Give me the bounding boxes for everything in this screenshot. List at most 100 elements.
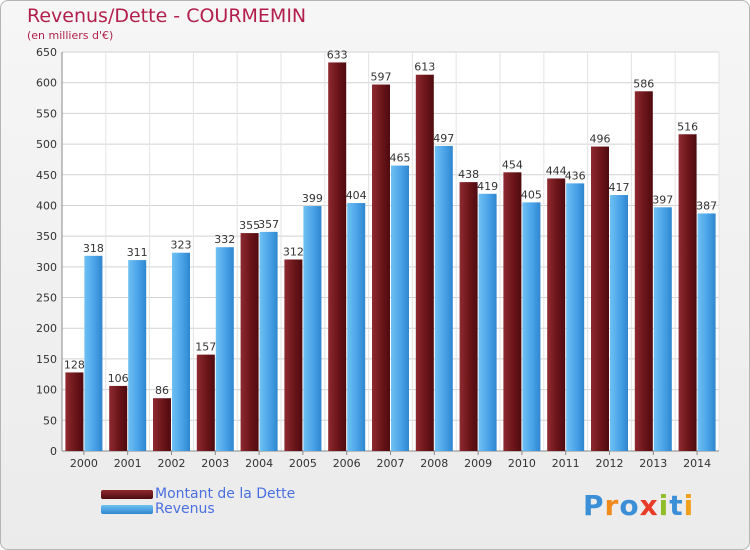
x-tick-label: 2010 <box>508 457 536 470</box>
legend-label-revenus: Revenus <box>155 501 215 517</box>
bar-revenus <box>566 183 585 451</box>
bar-revenus <box>653 207 672 451</box>
bar-revenus <box>303 206 322 451</box>
logo-letter: i <box>683 489 695 522</box>
bar-debt <box>415 74 434 451</box>
bar-revenus <box>172 252 190 451</box>
y-tick-label: 450 <box>36 169 57 182</box>
grid-layer <box>61 51 720 455</box>
data-label-revenus: 323 <box>171 239 192 252</box>
logo-letter: i <box>658 489 670 522</box>
data-label-debt: 106 <box>108 372 129 385</box>
bar-revenus <box>522 202 541 451</box>
bar-debt <box>503 172 522 451</box>
y-tick-label: 0 <box>50 445 57 458</box>
x-tick-label: 2007 <box>377 457 405 470</box>
legend-swatch-revenus <box>101 505 153 514</box>
x-tick-label: 2005 <box>289 457 317 470</box>
data-label-debt: 86 <box>155 384 169 397</box>
x-tick-label: 2006 <box>333 457 361 470</box>
bar-debt <box>678 134 697 452</box>
bar-revenus <box>84 255 103 451</box>
data-label-revenus: 405 <box>521 188 542 201</box>
data-label-debt: 157 <box>195 341 216 354</box>
bar-revenus <box>697 213 716 451</box>
data-label-debt: 597 <box>371 71 392 84</box>
data-label-revenus: 497 <box>433 132 454 145</box>
bar-revenus <box>434 145 453 451</box>
y-tick-label: 250 <box>36 292 57 305</box>
data-label-revenus: 419 <box>477 180 498 193</box>
data-label-debt: 454 <box>502 158 523 171</box>
bar-revenus <box>128 260 147 451</box>
bar-debt <box>240 233 259 451</box>
data-label-revenus: 318 <box>83 242 104 255</box>
bar-debt <box>328 62 347 451</box>
logo-letter: x <box>639 489 659 522</box>
data-label-debt: 633 <box>327 48 348 61</box>
legend-label-debt: Montant de la Dette <box>155 486 296 502</box>
logo-letter: o <box>619 489 640 522</box>
bar-debt <box>109 385 128 451</box>
data-label-debt: 444 <box>546 164 567 177</box>
bar-revenus <box>215 247 234 451</box>
proxiti-logo: Proxiti <box>583 489 694 522</box>
bar-debt <box>547 178 566 451</box>
x-tick-label: 2009 <box>464 457 492 470</box>
bar-revenus <box>610 195 628 451</box>
data-label-revenus: 332 <box>214 233 235 246</box>
x-tick-label: 2001 <box>114 457 142 470</box>
data-label-revenus: 417 <box>609 181 630 194</box>
data-label-revenus: 404 <box>346 189 367 202</box>
data-label-debt: 355 <box>239 219 260 232</box>
bar-debt <box>153 398 171 451</box>
data-label-debt: 438 <box>458 168 479 181</box>
data-label-revenus: 357 <box>258 218 279 231</box>
y-tick-label: 600 <box>36 77 57 90</box>
y-tick-label: 650 <box>36 46 57 59</box>
y-tick-label: 350 <box>36 230 57 243</box>
bar-revenus <box>478 193 497 451</box>
logo-letter: t <box>669 489 684 522</box>
bar-revenus <box>347 203 366 451</box>
y-tick-label: 200 <box>36 322 57 335</box>
data-label-debt: 613 <box>414 61 435 74</box>
labels-layer: 0 50 100 150 200 250 300 350 400 450 500 550 600 650 2… <box>36 46 717 470</box>
data-label-revenus: 387 <box>696 199 717 212</box>
y-tick-label: 500 <box>36 138 57 151</box>
x-tick-label: 2013 <box>639 457 667 470</box>
bar-debt <box>372 84 390 451</box>
data-label-debt: 128 <box>64 358 85 371</box>
logo-letter: r <box>604 489 620 522</box>
data-label-debt: 496 <box>590 133 611 146</box>
y-tick-label: 550 <box>36 107 57 120</box>
x-tick-label: 2011 <box>552 457 580 470</box>
data-label-revenus: 399 <box>302 192 323 205</box>
data-label-revenus: 311 <box>127 246 148 259</box>
bar-debt <box>591 146 609 452</box>
bar-debt <box>634 91 653 451</box>
y-tick-label: 400 <box>36 199 57 212</box>
plot-area <box>62 52 719 451</box>
bar-revenus <box>391 165 409 452</box>
y-tick-label: 150 <box>36 353 57 366</box>
data-label-debt: 312 <box>283 245 304 258</box>
x-tick-label: 2004 <box>245 457 273 470</box>
chart-subtitle: (en milliers d'€) <box>27 29 114 42</box>
chart-title: Revenus/Dette - COURMEMIN <box>27 5 307 27</box>
x-tick-label: 2012 <box>596 457 624 470</box>
y-tick-label: 50 <box>43 414 57 427</box>
data-label-revenus: 397 <box>652 193 673 206</box>
data-label-debt: 586 <box>633 77 654 90</box>
bar-debt <box>196 354 215 451</box>
x-tick-label: 2000 <box>70 457 98 470</box>
data-label-revenus: 436 <box>565 169 586 182</box>
bar-debt <box>459 182 478 452</box>
x-tick-label: 2003 <box>201 457 229 470</box>
legend-swatch-debt <box>101 490 153 499</box>
bars-layer <box>65 62 716 452</box>
bar-debt <box>284 259 303 451</box>
bar-debt <box>65 372 84 451</box>
